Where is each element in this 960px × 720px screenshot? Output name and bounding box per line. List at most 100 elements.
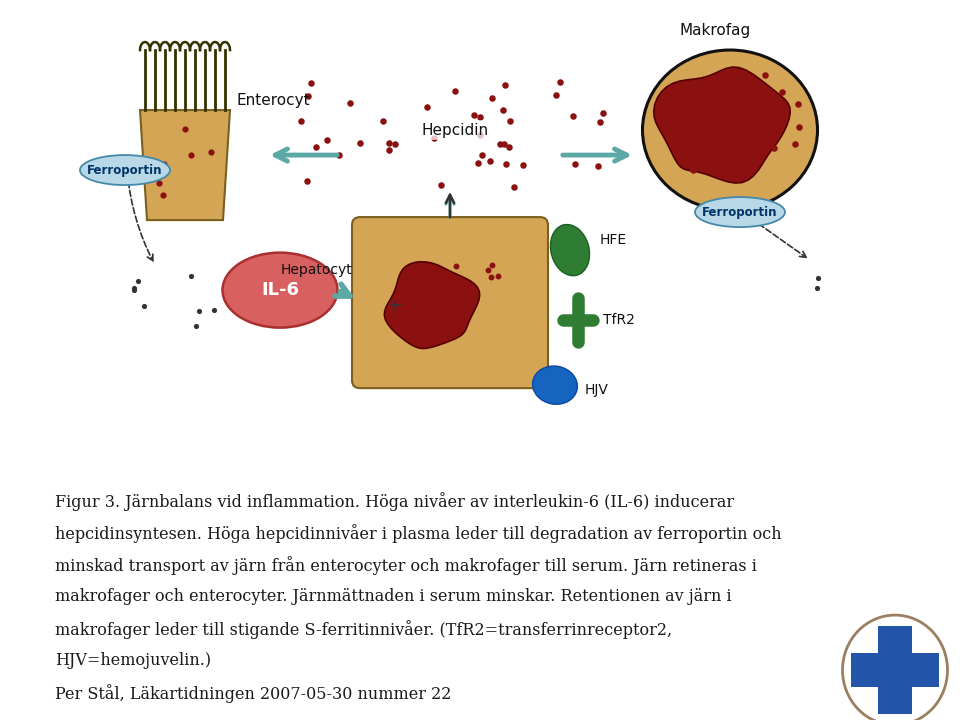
Text: HJV: HJV	[585, 383, 609, 397]
Point	[484, 91, 499, 103]
Point	[294, 115, 309, 127]
Point	[126, 284, 141, 296]
Text: +: +	[387, 296, 403, 315]
Point	[308, 141, 324, 153]
Bar	[878, 626, 912, 714]
Point	[482, 156, 497, 167]
Point	[426, 132, 442, 144]
Point	[472, 111, 488, 122]
Point	[496, 138, 512, 150]
Point	[490, 271, 505, 282]
Point	[787, 138, 803, 150]
Point	[152, 177, 167, 189]
Point	[791, 121, 806, 132]
Text: Per Stål, Läkartidningen 2007-05-30 nummer 22: Per Stål, Läkartidningen 2007-05-30 numm…	[55, 684, 451, 703]
Point	[492, 138, 508, 150]
Point	[149, 170, 164, 181]
Ellipse shape	[80, 155, 170, 185]
Point	[501, 141, 516, 153]
Text: Ferroportin: Ferroportin	[703, 206, 778, 219]
Text: minskad transport av järn från enterocyter och makrofager till serum. Järn retin: minskad transport av järn från enterocyt…	[55, 556, 756, 575]
Point	[548, 89, 564, 101]
Point	[178, 123, 193, 135]
Point	[754, 117, 769, 129]
Point	[191, 305, 206, 317]
Point	[757, 69, 773, 81]
Point	[723, 120, 738, 132]
Point	[481, 264, 496, 276]
Point	[375, 115, 391, 127]
Point	[127, 282, 142, 294]
Point	[485, 259, 500, 271]
Text: TfR2: TfR2	[603, 313, 635, 327]
Point	[506, 181, 521, 192]
Point	[155, 189, 170, 200]
Point	[756, 145, 772, 157]
Point	[685, 164, 701, 176]
Point	[484, 271, 499, 282]
Point	[683, 130, 698, 142]
Point	[790, 99, 805, 110]
Point	[300, 175, 315, 186]
Point	[809, 282, 825, 294]
Point	[300, 91, 315, 102]
Point	[419, 102, 434, 113]
Text: Hepcidin: Hepcidin	[421, 122, 489, 138]
Text: Makrofag: Makrofag	[680, 22, 751, 37]
Point	[203, 146, 218, 158]
Text: makrofager och enterocyter. Järnmättnaden i serum minskar. Retentionen av järn i: makrofager och enterocyter. Järnmättnade…	[55, 588, 732, 605]
Ellipse shape	[533, 366, 577, 405]
Polygon shape	[654, 67, 790, 183]
Point	[745, 146, 760, 158]
Point	[206, 304, 222, 315]
Point	[447, 86, 463, 97]
Point	[136, 300, 152, 311]
Point	[472, 129, 488, 140]
Point	[698, 145, 713, 157]
Text: makrofager leder till stigande S-ferritinnivåer. (TfR2=transferrinreceptor2,: makrofager leder till stigande S-ferriti…	[55, 620, 672, 639]
Point	[595, 107, 611, 119]
FancyBboxPatch shape	[352, 217, 548, 388]
Point	[498, 158, 514, 170]
Point	[552, 76, 567, 88]
Point	[590, 160, 606, 171]
Text: Enterocyt: Enterocyt	[237, 93, 311, 107]
Point	[766, 142, 781, 153]
Point	[131, 275, 146, 287]
Text: Hepatocyt: Hepatocyt	[280, 263, 352, 277]
Bar	[851, 653, 939, 687]
Text: HJV=hemojuvelin.): HJV=hemojuvelin.)	[55, 652, 211, 669]
Point	[320, 134, 335, 145]
Text: Figur 3. Järnbalans vid inflammation. Höga nivåer av interleukin-6 (IL-6) induce: Figur 3. Järnbalans vid inflammation. Hö…	[55, 492, 734, 511]
Point	[592, 116, 608, 127]
Point	[381, 138, 396, 149]
Point	[352, 138, 368, 149]
Point	[156, 158, 172, 170]
Point	[567, 158, 583, 170]
Ellipse shape	[843, 615, 948, 720]
Point	[303, 78, 319, 89]
Point	[565, 110, 581, 122]
Point	[388, 138, 403, 150]
Point	[467, 109, 482, 121]
Text: Ferroportin: Ferroportin	[87, 163, 163, 176]
Point	[470, 157, 486, 168]
Point	[696, 88, 711, 99]
Point	[502, 116, 517, 127]
Point	[448, 260, 464, 271]
Ellipse shape	[223, 253, 338, 328]
Point	[475, 149, 491, 161]
Point	[183, 150, 199, 161]
Text: IL-6: IL-6	[261, 281, 299, 299]
Point	[748, 120, 763, 132]
Text: hepcidinsyntesen. Höga hepcidinnivåer i plasma leder till degradation av ferropo: hepcidinsyntesen. Höga hepcidinnivåer i …	[55, 524, 781, 543]
Ellipse shape	[550, 225, 589, 276]
Point	[811, 272, 827, 284]
Polygon shape	[384, 262, 480, 348]
Point	[753, 104, 768, 115]
Point	[434, 180, 449, 192]
Polygon shape	[140, 110, 230, 220]
Point	[381, 145, 396, 156]
Point	[189, 320, 204, 332]
Point	[183, 270, 199, 282]
